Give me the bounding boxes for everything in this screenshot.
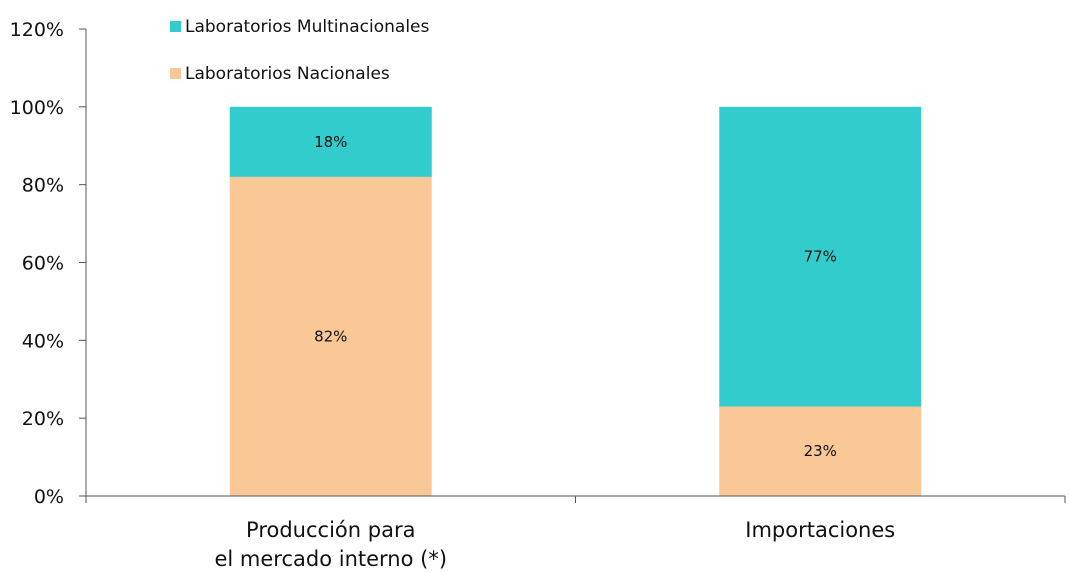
y-tick-label: 60% <box>22 253 64 275</box>
bar-segment <box>719 106 922 407</box>
data-label: 23% <box>804 442 837 460</box>
y-tick-label: 100% <box>10 97 64 119</box>
x-category-label: Importaciones <box>745 518 895 542</box>
y-tick-label: 80% <box>22 175 64 197</box>
y-tick-label: 20% <box>22 408 64 430</box>
axes-group: 0% 20% 40% 60% 80% 100% 120% Producción para el … <box>10 19 1066 571</box>
data-label: 77% <box>804 248 837 266</box>
y-tick-label: 40% <box>22 330 64 352</box>
bars-group <box>229 106 922 496</box>
bar-segment <box>229 106 432 177</box>
legend-swatch <box>170 21 181 32</box>
bar-segment <box>719 406 922 496</box>
legend-swatch <box>170 68 181 79</box>
data-labels-group: 82% 18% 23% 77% <box>314 133 837 460</box>
legend-label: Laboratorios Nacionales <box>185 64 390 84</box>
bar-segment <box>229 176 432 496</box>
y-tick-label: 0% <box>34 486 64 508</box>
y-tick-label: 120% <box>10 19 64 41</box>
legend: Laboratorios Multinacionales Laboratorios… <box>170 17 430 84</box>
data-label: 18% <box>314 133 347 151</box>
legend-label: Laboratorios Multinacionales <box>185 17 430 37</box>
x-category-label: Producción para el mercado interno (*) <box>214 518 447 571</box>
data-label: 82% <box>314 327 347 345</box>
